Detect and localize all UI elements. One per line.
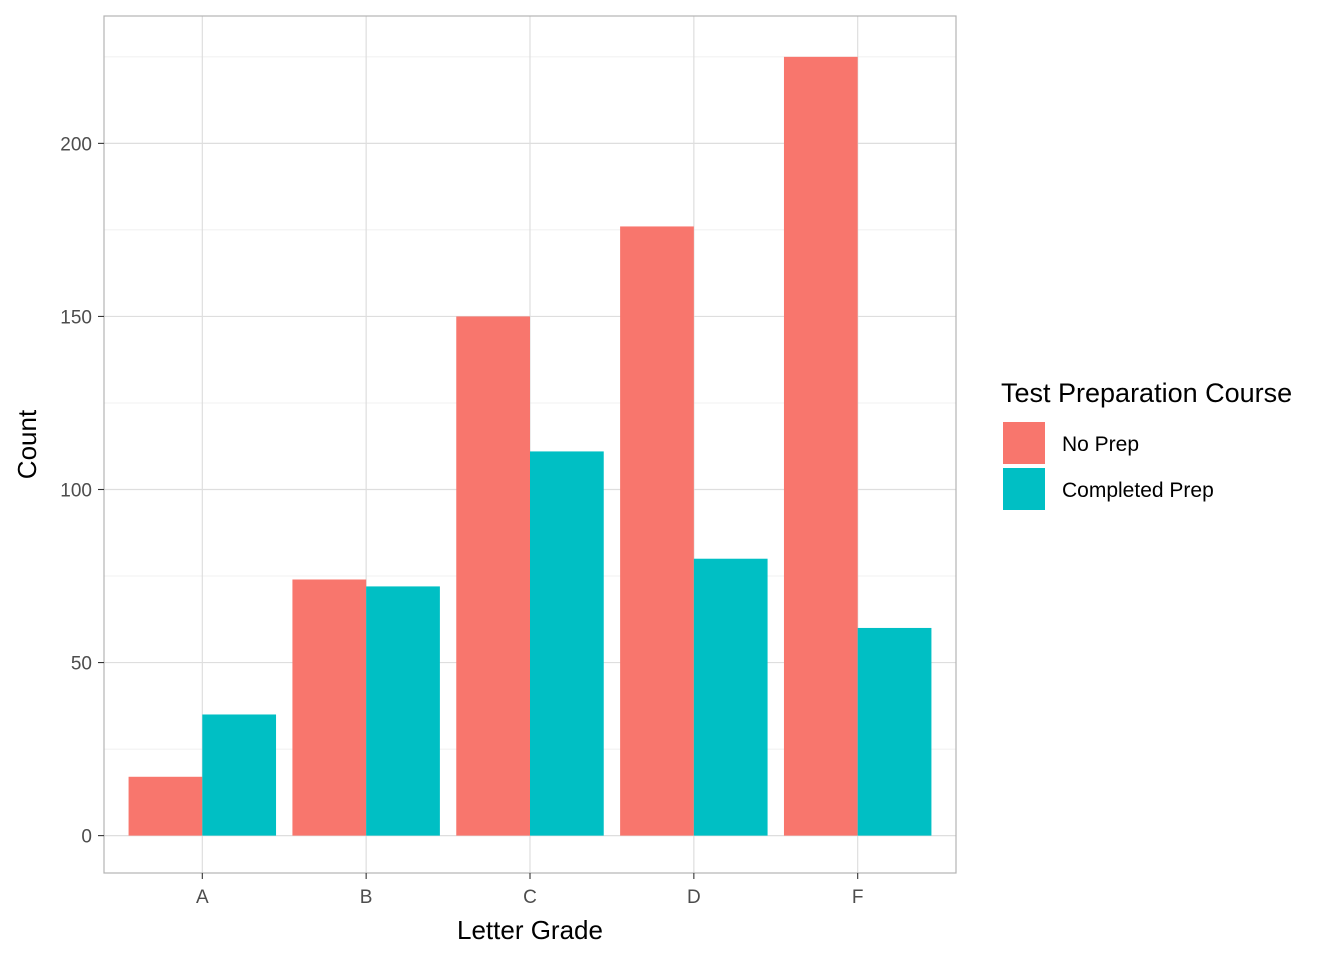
legend-items: No Prep Completed Prep (1003, 422, 1214, 510)
bar-a-completed-prep (202, 714, 277, 836)
legend: Test Preparation Course No Prep Completed… (1001, 378, 1292, 510)
bar-a-no-prep (128, 776, 203, 836)
x-tick-label: F (852, 887, 864, 908)
bar-f-completed-prep (857, 627, 932, 836)
bar-b-completed-prep (366, 586, 440, 836)
y-tick-label: 200 (60, 134, 92, 155)
x-tick-label: A (196, 887, 209, 908)
bar-f-no-prep (783, 56, 858, 836)
x-axis-title: Letter Grade (457, 915, 603, 945)
x-tick-label: B (360, 887, 373, 908)
bar-c-completed-prep (530, 451, 604, 836)
x-tick-label: C (523, 887, 537, 908)
y-tick-label: 0 (81, 827, 92, 848)
y-tick-label: 150 (60, 307, 92, 328)
bar-d-no-prep (620, 226, 694, 836)
y-axis-ticks: 0 50 100 150 200 (60, 134, 104, 848)
legend-key (1003, 468, 1045, 510)
bar-b-no-prep (292, 579, 367, 836)
y-tick-label: 100 (60, 480, 92, 501)
legend-label: No Prep (1062, 433, 1139, 456)
y-tick-label: 50 (71, 654, 92, 675)
bar-c-no-prep (456, 316, 530, 836)
legend-key (1003, 422, 1045, 464)
legend-label: Completed Prep (1062, 479, 1214, 502)
x-tick-label: D (687, 887, 701, 908)
bars (128, 56, 932, 836)
legend-title: Test Preparation Course (1001, 378, 1292, 408)
y-axis-title: Count (12, 409, 42, 479)
bar-d-completed-prep (693, 558, 768, 836)
